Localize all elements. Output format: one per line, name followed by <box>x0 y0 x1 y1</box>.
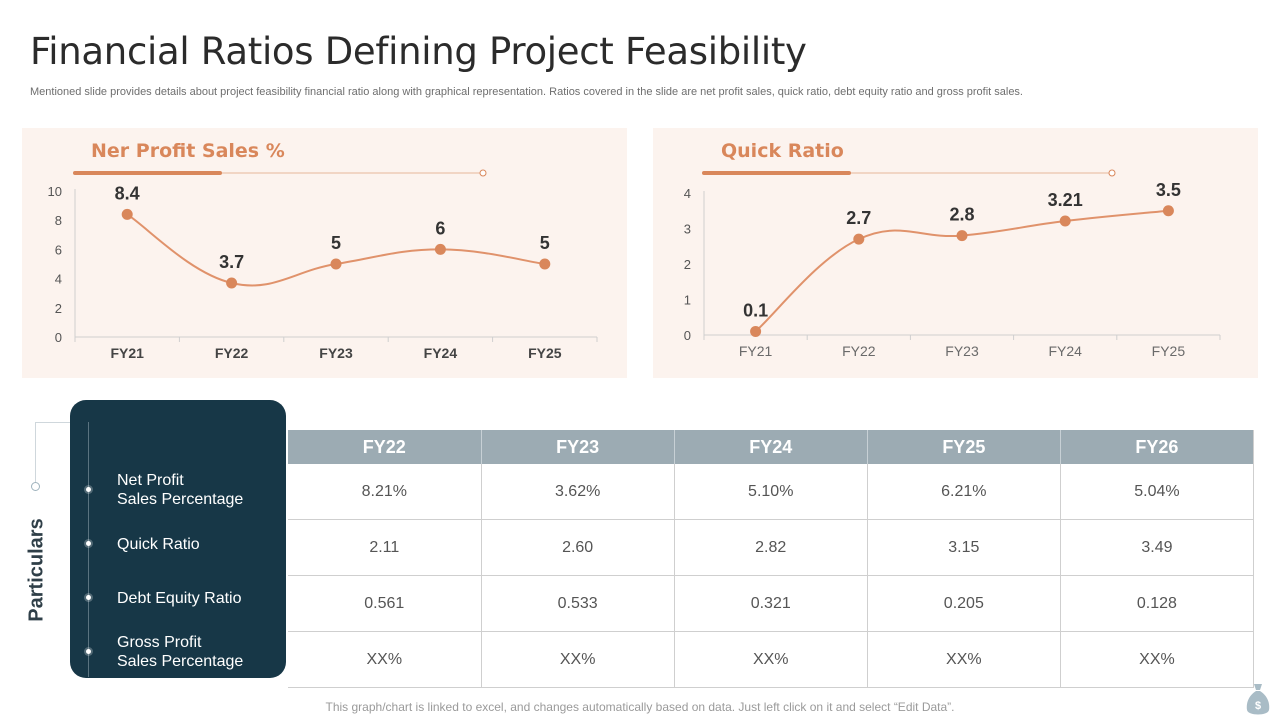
title-underline-end <box>479 169 487 177</box>
row-bullet <box>86 541 91 546</box>
data-label: 3.21 <box>1048 190 1083 210</box>
y-tick-label: 8 <box>55 213 62 228</box>
y-tick-label: 2 <box>55 301 62 316</box>
table-cell: XX% <box>481 631 675 688</box>
data-point <box>434 243 446 255</box>
y-tick-label: 0 <box>684 328 691 343</box>
particulars-rail <box>88 422 89 677</box>
quick-ratio-chart[interactable]: 0 1 2 3 4 FY21 FY22 FY23 FY24 FY25 0.1 2.7 2.8 3.21 3.… <box>653 128 1258 378</box>
data-label: 2.8 <box>949 205 974 225</box>
table-cell: 3.62% <box>481 464 675 520</box>
header-fy26: FY26 <box>1060 430 1255 464</box>
x-tick-label: FY24 <box>1048 343 1082 359</box>
table-cell: 0.205 <box>867 575 1061 632</box>
table-cell: 2.11 <box>288 519 482 576</box>
chart-panel-quick-ratio: 0 1 2 3 4 FY21 FY22 FY23 FY24 FY25 0.1 2.7 2.8 3.21 3.… <box>653 128 1258 378</box>
data-point <box>121 208 133 220</box>
y-tick-label: 10 <box>48 184 62 199</box>
data-point <box>1162 205 1174 217</box>
y-tick-label: 3 <box>684 222 691 237</box>
header-fy23: FY23 <box>481 430 675 464</box>
table-cell: XX% <box>674 631 868 688</box>
x-tick-label: FY25 <box>1152 343 1186 359</box>
ratios-table: FY22 FY23 FY24 FY25 FY26 8.21% 3.62% 5.1… <box>288 430 1255 688</box>
x-tick-label: FY21 <box>110 345 144 361</box>
table-row: 2.11 2.60 2.82 3.15 3.49 <box>288 519 1255 576</box>
x-tick-label: FY25 <box>528 345 562 361</box>
y-tick-label: 0 <box>55 330 62 345</box>
data-point <box>853 233 865 245</box>
x-tick-label: FY23 <box>945 343 979 359</box>
table-cell: XX% <box>288 631 482 688</box>
table-row: 8.21% 3.62% 5.10% 6.21% 5.04% <box>288 464 1255 520</box>
data-label: 5 <box>540 233 550 253</box>
row-label-gross-profit: Gross Profit Sales Percentage <box>117 634 244 670</box>
table-cell: 3.49 <box>1060 519 1255 576</box>
y-tick-label: 4 <box>684 186 691 201</box>
data-label: 3.5 <box>1156 180 1181 200</box>
x-tick-label: FY22 <box>842 343 876 359</box>
y-tick-label: 2 <box>684 257 691 272</box>
table-cell: 3.15 <box>867 519 1061 576</box>
connector-line <box>35 422 90 485</box>
table-cell: 0.561 <box>288 575 482 632</box>
data-point <box>1059 215 1071 227</box>
data-label: 3.7 <box>219 252 244 272</box>
x-tick-label: FY24 <box>424 345 458 361</box>
header-fy24: FY24 <box>674 430 868 464</box>
data-label: 8.4 <box>115 183 140 203</box>
data-label: 2.7 <box>846 208 871 228</box>
table-cell: XX% <box>1060 631 1255 688</box>
table-cell: 0.321 <box>674 575 868 632</box>
row-label-net-profit: Net Profit Sales Percentage <box>117 472 244 508</box>
table-cell: 2.60 <box>481 519 675 576</box>
x-tick-label: FY23 <box>319 345 353 361</box>
table-cell: 0.533 <box>481 575 675 632</box>
chart-title-quick-ratio: Quick Ratio <box>721 140 844 162</box>
data-point <box>750 325 762 337</box>
table-cell: 6.21% <box>867 464 1061 520</box>
row-bullet <box>86 649 91 654</box>
table-cell: 8.21% <box>288 464 482 520</box>
row-bullet <box>86 595 91 600</box>
x-tick-label: FY22 <box>215 345 249 361</box>
page-title: Financial Ratios Defining Project Feasib… <box>30 30 807 73</box>
svg-text:$: $ <box>1255 700 1261 712</box>
header-fy22: FY22 <box>288 430 482 464</box>
table-row: XX% XX% XX% XX% XX% <box>288 631 1255 688</box>
table-cell: 5.04% <box>1060 464 1255 520</box>
table-row: 0.561 0.533 0.321 0.205 0.128 <box>288 575 1255 632</box>
y-tick-label: 4 <box>55 272 62 287</box>
data-label: 6 <box>435 218 445 238</box>
data-label: 0.1 <box>743 300 768 320</box>
table-header-row: FY22 FY23 FY24 FY25 FY26 <box>288 430 1255 464</box>
particulars-card <box>70 400 286 678</box>
header-fy25: FY25 <box>867 430 1061 464</box>
y-tick-label: 1 <box>684 293 691 308</box>
footnote: This graph/chart is linked to excel, and… <box>325 700 955 714</box>
chart-title-net-profit: Ner Profit Sales % <box>91 140 285 162</box>
data-point <box>956 230 968 242</box>
row-bullet <box>86 487 91 492</box>
table-cell: XX% <box>867 631 1061 688</box>
money-bag-icon: $ <box>1246 684 1270 715</box>
page-subtitle: Mentioned slide provides details about p… <box>30 86 1023 98</box>
net-profit-chart[interactable]: 0 2 4 6 8 10 FY21 FY22 FY23 FY24 FY25 8.4 3.7 5 6 5 <box>22 128 627 378</box>
title-underline-end <box>1108 169 1116 177</box>
x-tick-label: FY21 <box>739 343 773 359</box>
row-label-debt-equity: Debt Equity Ratio <box>117 590 242 607</box>
table-cell: 5.10% <box>674 464 868 520</box>
series-line <box>754 209 1169 333</box>
y-tick-label: 6 <box>55 242 62 257</box>
data-label: 5 <box>331 233 341 253</box>
particulars-label: Particulars <box>25 518 48 622</box>
data-point <box>539 258 551 270</box>
connector-dot <box>31 482 40 491</box>
row-label-quick-ratio: Quick Ratio <box>117 536 200 553</box>
table-cell: 2.82 <box>674 519 868 576</box>
data-point <box>226 277 238 289</box>
table-cell: 0.128 <box>1060 575 1255 632</box>
chart-panel-net-profit: 0 2 4 6 8 10 FY21 FY22 FY23 FY24 FY25 8.4 3.7 5 6 5 <box>22 128 627 378</box>
data-point <box>330 258 342 270</box>
